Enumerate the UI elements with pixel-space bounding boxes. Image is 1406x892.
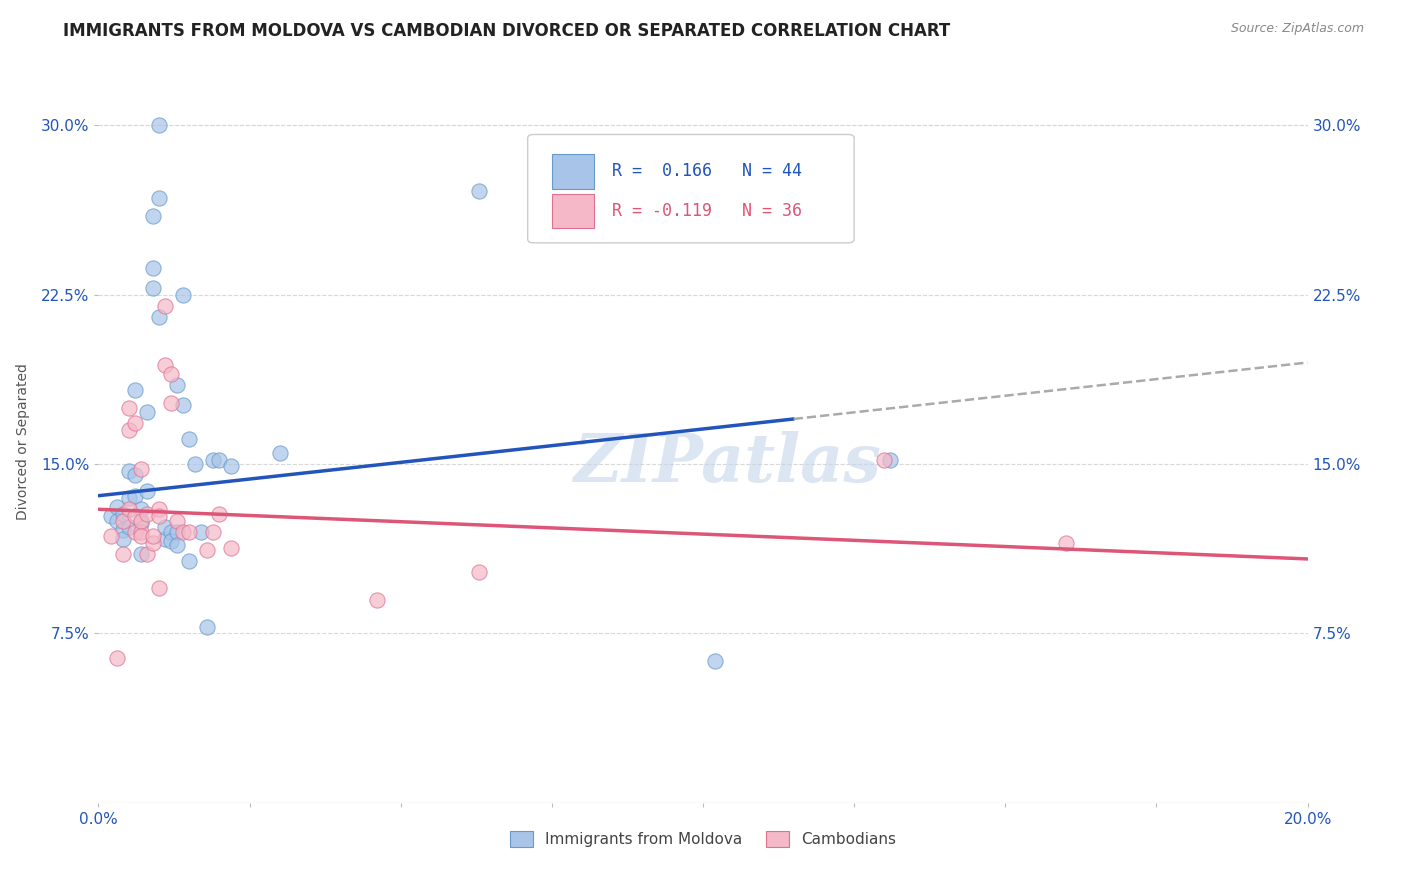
Point xyxy=(160,524,183,539)
Point xyxy=(179,432,201,446)
Point xyxy=(166,538,188,552)
Text: Source: ZipAtlas.com: Source: ZipAtlas.com xyxy=(1230,22,1364,36)
Point xyxy=(124,383,146,397)
Point xyxy=(153,520,176,534)
Point xyxy=(208,507,231,521)
Point xyxy=(148,191,170,205)
Point xyxy=(195,542,218,557)
Point xyxy=(105,514,128,528)
Point xyxy=(129,524,152,539)
Point xyxy=(129,548,152,562)
Point xyxy=(153,532,176,546)
Point xyxy=(129,516,152,530)
Point xyxy=(124,489,146,503)
Point xyxy=(179,524,201,539)
Point xyxy=(118,464,141,478)
Point xyxy=(195,620,218,634)
Point xyxy=(142,536,165,550)
Point xyxy=(190,524,212,539)
Point xyxy=(221,459,243,474)
Point xyxy=(221,541,243,555)
Point xyxy=(129,529,152,543)
Point xyxy=(142,209,165,223)
Point xyxy=(129,461,152,475)
Point xyxy=(148,582,170,596)
Point xyxy=(148,502,170,516)
Point xyxy=(100,529,122,543)
Text: ZIPatlas: ZIPatlas xyxy=(574,431,882,496)
Point xyxy=(135,484,157,499)
Point xyxy=(142,260,165,275)
Text: R = -0.119   N = 36: R = -0.119 N = 36 xyxy=(613,202,803,220)
Point xyxy=(148,509,170,524)
Point xyxy=(142,281,165,295)
Point xyxy=(153,358,176,372)
Point xyxy=(135,405,157,419)
Point xyxy=(202,524,225,539)
Point xyxy=(172,287,194,301)
Point xyxy=(1054,536,1077,550)
Point xyxy=(166,378,188,392)
Point xyxy=(172,524,194,539)
Point xyxy=(111,548,134,562)
Point xyxy=(118,423,141,437)
Point xyxy=(111,532,134,546)
Point xyxy=(153,299,176,313)
Point xyxy=(111,514,134,528)
Point xyxy=(135,548,157,562)
Text: IMMIGRANTS FROM MOLDOVA VS CAMBODIAN DIVORCED OR SEPARATED CORRELATION CHART: IMMIGRANTS FROM MOLDOVA VS CAMBODIAN DIV… xyxy=(63,22,950,40)
Point xyxy=(118,520,141,534)
Point xyxy=(111,523,134,537)
Point xyxy=(166,514,188,528)
Point xyxy=(366,592,388,607)
Point xyxy=(129,502,152,516)
Point xyxy=(124,468,146,483)
Text: R =  0.166   N = 44: R = 0.166 N = 44 xyxy=(613,162,803,180)
Point xyxy=(118,502,141,516)
Point xyxy=(879,452,901,467)
FancyBboxPatch shape xyxy=(527,135,855,243)
Point xyxy=(704,654,727,668)
Point xyxy=(160,367,183,381)
Point xyxy=(142,529,165,543)
Point xyxy=(105,500,128,514)
Y-axis label: Divorced or Separated: Divorced or Separated xyxy=(15,363,30,520)
Point xyxy=(468,566,491,580)
FancyBboxPatch shape xyxy=(551,154,595,188)
Point xyxy=(118,491,141,505)
Point xyxy=(208,452,231,467)
Point xyxy=(160,533,183,548)
Point xyxy=(100,509,122,524)
Point xyxy=(202,452,225,467)
Point xyxy=(269,446,291,460)
Point xyxy=(160,396,183,410)
Point xyxy=(124,509,146,524)
FancyBboxPatch shape xyxy=(551,194,595,228)
Point xyxy=(124,524,146,539)
Point xyxy=(129,514,152,528)
Legend: Immigrants from Moldova, Cambodians: Immigrants from Moldova, Cambodians xyxy=(505,825,901,853)
Point xyxy=(124,417,146,431)
Point xyxy=(184,457,207,471)
Point xyxy=(118,401,141,415)
Point xyxy=(166,524,188,539)
Point xyxy=(135,507,157,521)
Point xyxy=(468,184,491,198)
Point xyxy=(172,398,194,412)
Point xyxy=(873,452,896,467)
Point xyxy=(111,507,134,521)
Point xyxy=(148,119,170,133)
Point xyxy=(179,554,201,568)
Point xyxy=(148,310,170,325)
Point xyxy=(105,651,128,665)
